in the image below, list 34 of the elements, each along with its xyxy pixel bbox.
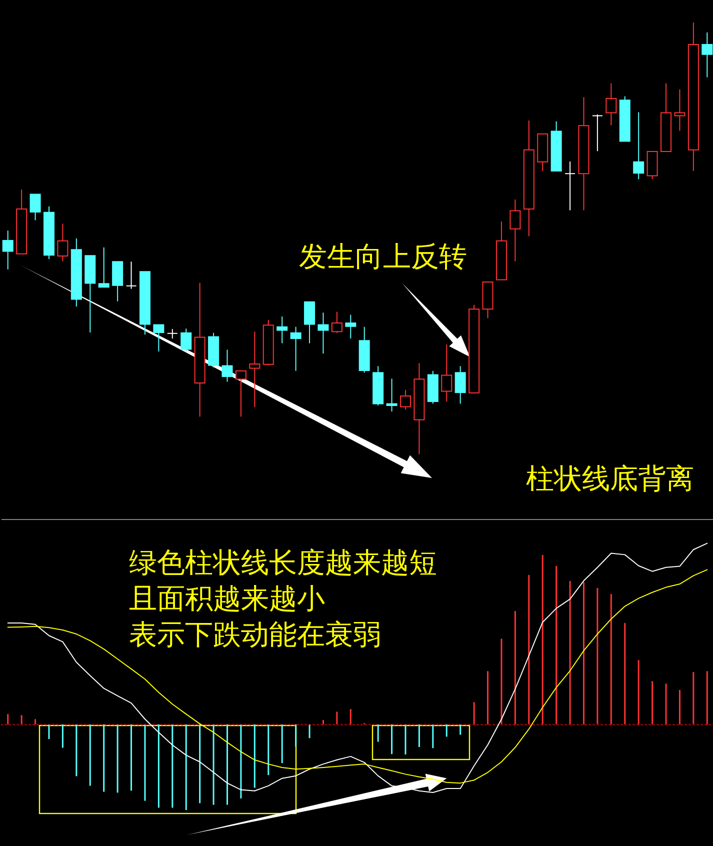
candlestick [57,223,68,262]
candlestick [386,378,398,412]
candlestick [304,301,316,344]
candlestick [633,112,644,180]
candlestick [153,324,164,352]
candlestick [674,88,686,132]
candlestick [510,198,521,262]
candlestick [331,311,342,334]
candlestick [126,261,137,290]
candlestick [564,160,576,211]
candlestick [98,246,110,288]
candlestick [400,389,411,410]
annotation: 绿色柱状线长度越来越短 [129,546,437,579]
candlestick [702,32,713,78]
candlestick [222,349,233,382]
candlestick [166,328,178,340]
candlestick [112,261,124,302]
candlestick [30,194,41,221]
candlestick [606,82,617,126]
candlestick [441,344,452,402]
candlestick [235,370,246,418]
annotation: 表示下跌动能在衰弱 [129,618,381,651]
candlestick [2,230,14,270]
candlestick [180,328,192,352]
candlestick [592,114,603,152]
candlestick [290,326,302,372]
text: 柱状线底背离 [526,462,694,495]
candlestick [454,366,466,404]
annotation: 发生向上反转 [299,240,467,273]
candlestick [318,312,329,354]
candlestick [249,331,260,408]
candlestick [345,314,356,340]
annotation: 且面积越来越小 [129,582,325,615]
candlestick [276,316,288,344]
